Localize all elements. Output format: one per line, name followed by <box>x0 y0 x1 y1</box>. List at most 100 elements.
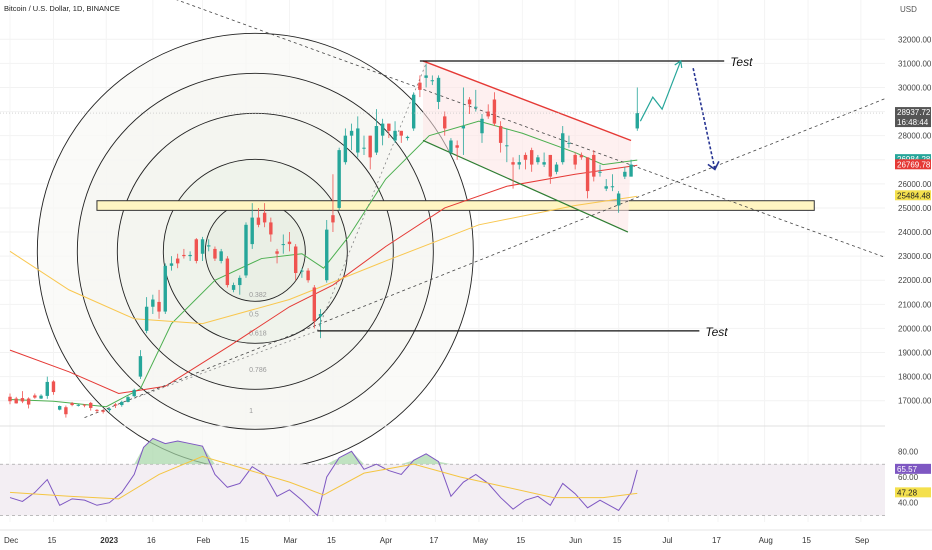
rsi-axis-tick: 80.00 <box>898 447 919 456</box>
candle-body <box>561 133 565 163</box>
candle-body <box>461 126 466 129</box>
candle-body <box>39 395 43 399</box>
candle-body <box>281 244 285 246</box>
candle-body <box>486 111 490 117</box>
candle-body <box>26 398 31 405</box>
candle-body <box>424 75 428 78</box>
candle-body <box>157 301 161 312</box>
candle-body <box>623 171 627 177</box>
candle-body <box>337 150 341 208</box>
time-axis-tick: Apr <box>380 536 393 545</box>
price-axis-tick: 22000.00 <box>898 276 932 285</box>
candle-body <box>523 154 528 160</box>
candle-body <box>474 106 478 108</box>
candle-body <box>163 265 167 312</box>
rsi-overbought-fill <box>10 438 638 465</box>
candle-body <box>449 140 453 153</box>
candle-body <box>144 306 149 331</box>
price-axis-tick: 19000.00 <box>898 349 932 358</box>
fib-level-label: 1 <box>249 408 253 415</box>
candle-body <box>101 410 105 412</box>
time-axis-tick: 16 <box>147 536 156 545</box>
price-axis-tick: 30000.00 <box>898 83 932 92</box>
candle-body <box>517 162 521 165</box>
candle-body <box>529 150 534 165</box>
candle-body <box>113 404 118 406</box>
candle-body <box>592 154 596 177</box>
candle-body <box>33 395 37 398</box>
time-axis-tick: 15 <box>47 536 56 545</box>
candle-body <box>430 80 435 82</box>
projection-down-arrowhead <box>707 161 720 171</box>
candle-body <box>188 254 192 257</box>
price-axis-tick: 26000.00 <box>898 180 932 189</box>
currency-label: USD <box>900 5 917 14</box>
projection-down-arrow <box>692 68 716 170</box>
candle-body <box>231 285 236 290</box>
candle-body <box>325 229 329 281</box>
rsi-line <box>9 437 638 517</box>
candle-body <box>76 404 81 406</box>
time-axis-tick: May <box>473 536 488 545</box>
price-axis-tick: 32000.00 <box>898 35 932 44</box>
projection-up-arrowhead <box>674 59 683 69</box>
candle-body <box>225 258 230 286</box>
time-axis-tick: Aug <box>759 536 773 545</box>
price-axis-tick: 20000.00 <box>898 324 932 333</box>
candle-body <box>244 224 248 276</box>
rsi-value-label: 65.57 <box>897 465 918 474</box>
candle-body <box>20 398 25 402</box>
candle-body <box>182 254 186 257</box>
rsi-value-box <box>895 463 931 474</box>
candle-body <box>275 251 279 254</box>
price-axis-tick: 28000.00 <box>898 132 932 141</box>
time-axis-tick: 15 <box>516 536 525 545</box>
candle-body <box>120 401 124 406</box>
time-axis-tick: 15 <box>613 536 622 545</box>
candle-body <box>262 212 267 223</box>
candle-body <box>554 164 559 172</box>
candle-body <box>616 193 621 206</box>
candle-body <box>548 154 553 177</box>
channel-fill <box>423 60 632 233</box>
price-label: 25484.48 <box>897 191 931 200</box>
time-axis-tick: Jun <box>569 536 582 545</box>
candle-body <box>436 77 441 102</box>
candle-body <box>318 313 323 317</box>
candle-body <box>151 299 155 307</box>
resistance-test-label: Test <box>730 55 753 69</box>
candle-body <box>579 154 584 158</box>
candle-body <box>82 404 87 406</box>
time-axis-tick: Jul <box>662 536 672 545</box>
candle-body <box>138 356 143 377</box>
candle-body <box>585 157 590 192</box>
price-axis-tick: 31000.00 <box>898 59 932 68</box>
candle-body <box>89 402 93 408</box>
candle-body <box>505 145 509 147</box>
candle-body <box>306 270 310 281</box>
candle-body <box>95 409 99 411</box>
price-label: 26769.78 <box>897 160 931 169</box>
candle-body <box>200 239 205 254</box>
time-axis-tick: Mar <box>283 536 297 545</box>
candle-body <box>169 263 174 266</box>
candle-body <box>45 381 49 396</box>
candle-body <box>219 251 223 261</box>
rsi-line <box>9 455 638 500</box>
candle-body <box>132 389 136 397</box>
candle-body <box>380 123 385 136</box>
candle-body <box>207 245 211 247</box>
candle-body <box>343 135 348 163</box>
candle-body <box>511 162 515 165</box>
candle-body <box>610 186 615 188</box>
time-axis-tick: Feb <box>197 536 211 545</box>
price-label-box <box>895 159 931 170</box>
candle-body <box>51 381 56 393</box>
moving-average-line <box>9 195 638 325</box>
time-axis-tick: 17 <box>712 536 721 545</box>
price-axis-tick: 18000.00 <box>898 373 932 382</box>
candle-body <box>356 128 360 153</box>
candle-body <box>443 116 447 129</box>
